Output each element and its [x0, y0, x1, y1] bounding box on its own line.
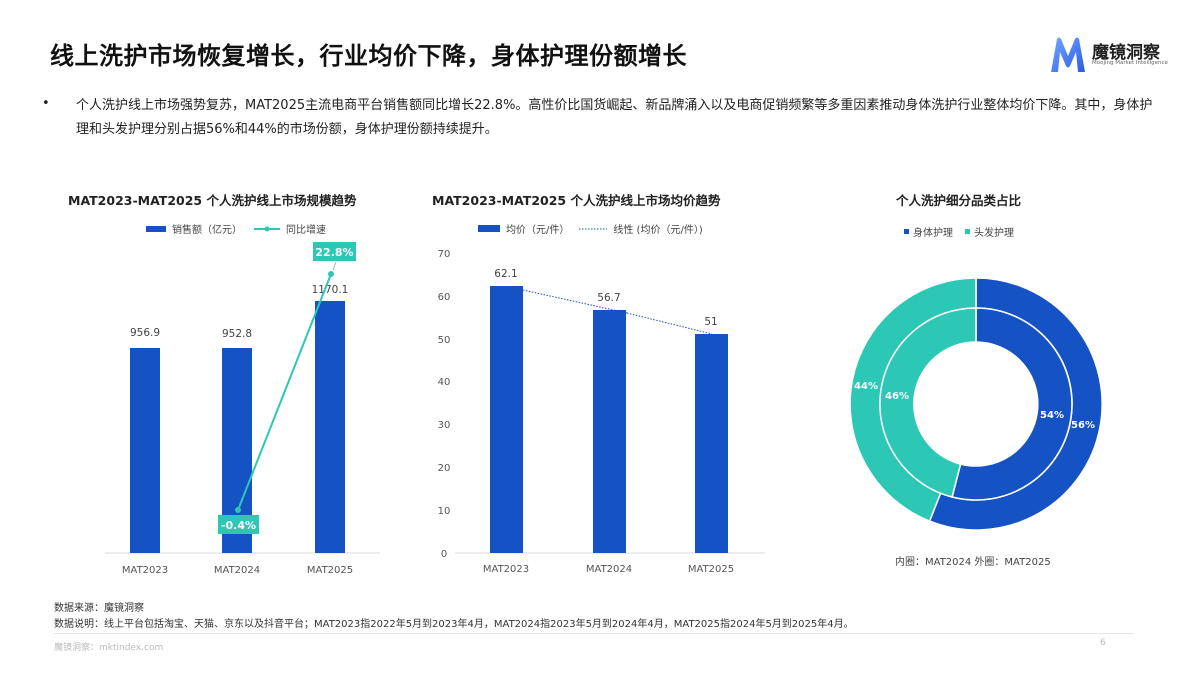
chart1-growth-line	[237, 273, 332, 511]
chart1-title: MAT2023-MAT2025 个人洗护线上市场规模趋势	[68, 193, 357, 208]
inner-hair-pct: 46%	[885, 391, 909, 402]
chart1-bar-label: 1170.1	[312, 284, 349, 296]
chart2-y-tick: 10	[438, 506, 451, 517]
chart2-y-tick: 50	[438, 335, 451, 346]
chart1-growth-label: 22.8%	[315, 246, 353, 259]
chart2-bar-label: 51	[704, 316, 717, 328]
chart3-title: 个人洗护细分品类占比	[896, 193, 1022, 208]
donut-ring-note: 内圈：MAT2024 外圈：MAT2025	[895, 557, 1051, 568]
chart2-bar-mat2023[interactable]	[490, 286, 523, 553]
m-logo-icon	[1051, 37, 1085, 72]
summary-text: 个人洗护线上市场强势复苏，MAT2025主流电商平台销售额同比增长22.8%。高…	[76, 98, 1153, 137]
chart1-growth-label: -0.4%	[221, 519, 256, 532]
logo-text-cn: 魔镜洞察	[1092, 43, 1160, 63]
chart1-growth-point[interactable]	[235, 507, 241, 513]
chart3-legend: 身体护理 头发护理	[904, 224, 1014, 239]
chart2-x-tick: MAT2024	[586, 564, 632, 575]
legend-trendline-label: 线性 (均价（元/件）)	[613, 225, 703, 236]
chart2-y-tick: 70	[438, 249, 451, 260]
data-source: 数据来源：魔镜洞察	[54, 603, 144, 614]
chart1-growth-point[interactable]	[328, 271, 334, 277]
outer-hair-pct: 44%	[854, 381, 878, 392]
chart2-y-tick: 0	[441, 549, 447, 560]
chart2-y-tick: 60	[438, 292, 451, 303]
bullet-marker: •	[42, 96, 50, 111]
chart2-x-tick: MAT2025	[688, 564, 734, 575]
inner-ring-body-slice[interactable]	[951, 307, 1073, 501]
chart1-x-tick: MAT2024	[214, 565, 260, 576]
legend-hair-label: 头发护理	[974, 228, 1014, 239]
legend-bar-swatch	[146, 225, 166, 232]
chart1-bar-mat2025[interactable]	[315, 301, 345, 553]
page-number: 6	[1100, 638, 1106, 648]
logo-text-en: Moojing Market Intelligence	[1092, 60, 1168, 66]
legend-line-swatch-icon	[254, 226, 280, 231]
page-title: 线上洗护市场恢复增长，行业均价下降，身体护理份额增长	[50, 42, 687, 70]
inner-ring-hair-slice[interactable]	[879, 307, 977, 498]
footer-site-link[interactable]: 魔镜洞察：mktindex.com	[54, 643, 164, 653]
chart1-x-tick: MAT2023	[122, 565, 168, 576]
chart2-bar-mat2024[interactable]	[593, 310, 626, 553]
chart1-growth-label-bg	[313, 242, 356, 261]
legend-price-label: 均价（元/件）	[506, 225, 570, 236]
chart2-bar-mat2025[interactable]	[695, 334, 728, 553]
brand-logo: 魔镜洞察 Moojing Market Intelligence	[1048, 36, 1178, 74]
legend-body-label: 身体护理	[913, 228, 953, 239]
chart2-plot: 0 10 20 30 40 50 60 70 62.1 56.7 51 MAT2…	[438, 249, 765, 575]
legend-body-dot-icon	[904, 229, 909, 234]
legend-hair-dot-icon	[965, 229, 970, 234]
chart2-y-tick: 30	[438, 420, 451, 431]
chart2-title: MAT2023-MAT2025 个人洗护线上市场均价趋势	[432, 193, 721, 208]
data-notes: 数据说明：线上平台包括淘宝、天猫、京东以及抖音平台；MAT2023指2022年5…	[54, 619, 854, 630]
chart1-bar-mat2023[interactable]	[130, 348, 160, 553]
legend-price-swatch	[478, 225, 500, 232]
legend-growth-label: 同比增速	[286, 225, 326, 236]
chart1-bar-label: 952.8	[222, 328, 252, 340]
chart3-donut: 56% 44% 54% 46%	[849, 277, 1103, 531]
chart2-y-tick: 40	[438, 377, 451, 388]
outer-body-pct: 56%	[1071, 420, 1095, 431]
legend-sales-label: 销售额（亿元）	[172, 225, 242, 236]
chart1-x-tick: MAT2025	[307, 565, 353, 576]
chart2-legend: 均价（元/件） 线性 (均价（元/件）)	[478, 221, 703, 236]
chart1-legend: 销售额（亿元） 同比增速	[146, 221, 326, 236]
chart2-bar-label: 62.1	[494, 268, 517, 280]
chart1-plot: 956.9 952.8 1170.1 22.8% -0.4% MAT2023 M…	[105, 242, 380, 576]
inner-body-pct: 54%	[1040, 410, 1064, 421]
chart2-bar-label: 56.7	[597, 292, 620, 304]
chart2-trendline	[626, 312, 713, 335]
chart1-bar-label: 956.9	[130, 327, 160, 339]
chart2-x-tick: MAT2023	[483, 564, 529, 575]
chart1-growth-label-bg	[218, 515, 259, 534]
footer-divider	[54, 633, 1134, 634]
chart2-y-tick: 20	[438, 463, 451, 474]
